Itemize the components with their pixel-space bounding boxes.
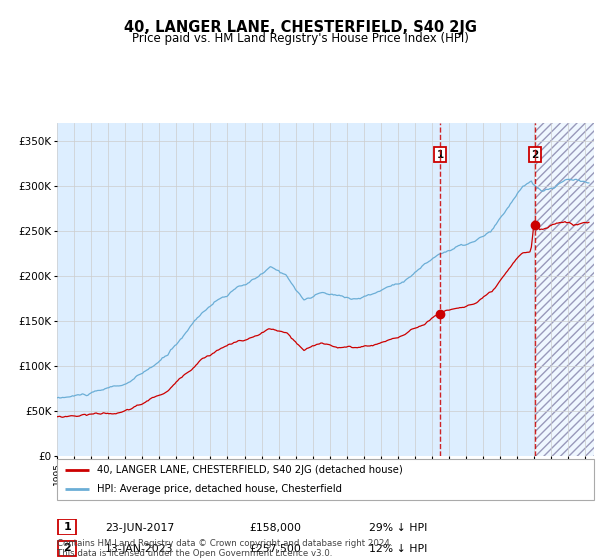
Text: 1: 1: [436, 150, 443, 160]
Text: £158,000: £158,000: [249, 522, 301, 533]
Text: 12% ↓ HPI: 12% ↓ HPI: [369, 544, 427, 554]
Text: 40, LANGER LANE, CHESTERFIELD, S40 2JG: 40, LANGER LANE, CHESTERFIELD, S40 2JG: [124, 20, 476, 35]
Text: 40, LANGER LANE, CHESTERFIELD, S40 2JG (detached house): 40, LANGER LANE, CHESTERFIELD, S40 2JG (…: [97, 465, 403, 475]
Text: 2: 2: [532, 150, 539, 160]
Text: 29% ↓ HPI: 29% ↓ HPI: [369, 522, 427, 533]
Text: 2: 2: [64, 543, 71, 553]
Text: 13-JAN-2023: 13-JAN-2023: [105, 544, 173, 554]
Text: £257,500: £257,500: [249, 544, 301, 554]
Text: 1: 1: [64, 522, 71, 532]
Text: HPI: Average price, detached house, Chesterfield: HPI: Average price, detached house, Ches…: [97, 484, 342, 493]
Text: Contains HM Land Registry data © Crown copyright and database right 2024.
This d: Contains HM Land Registry data © Crown c…: [57, 539, 392, 558]
Bar: [535, 123, 594, 456]
Bar: [535, 123, 594, 456]
Text: Price paid vs. HM Land Registry's House Price Index (HPI): Price paid vs. HM Land Registry's House …: [131, 32, 469, 45]
Text: 23-JUN-2017: 23-JUN-2017: [105, 522, 174, 533]
